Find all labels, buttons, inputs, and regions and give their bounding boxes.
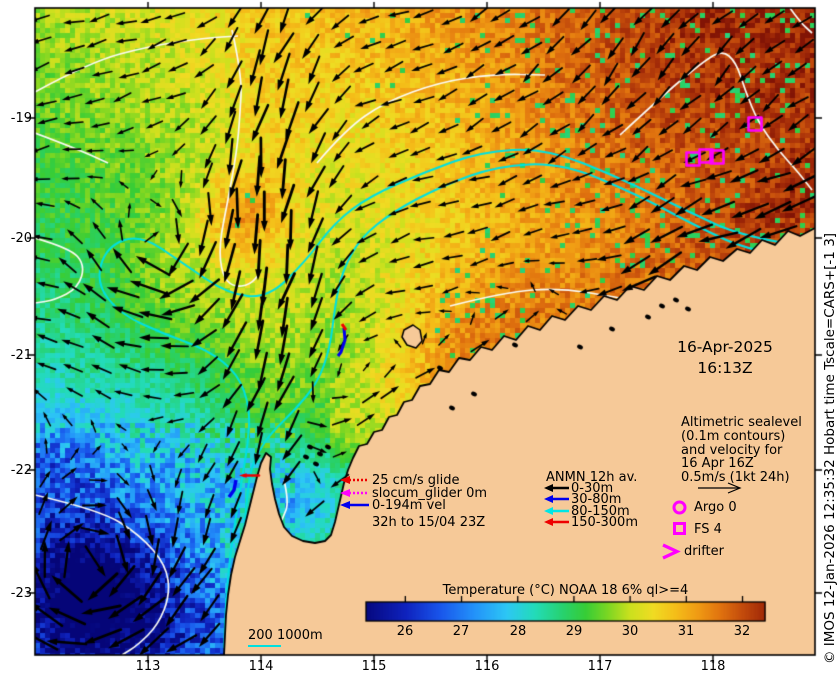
fs-mooring-icon (673, 522, 686, 535)
bathymetry-scale-line (248, 645, 281, 647)
y-axis-tick-label: -23 (10, 586, 32, 601)
glider-legend-footnote: 32h to 15/04 23Z (372, 515, 486, 530)
drifter-icon (662, 543, 681, 560)
velocity-scale-arrow-icon (698, 482, 742, 494)
x-axis-tick-label: 113 (135, 659, 161, 674)
anmn-legend-title: ANMN 12h av. (546, 470, 638, 485)
bathymetry-scale-label: 200 1000m (248, 628, 323, 643)
colorbar-tick-label: 31 (677, 624, 695, 639)
copyright-text: © IMOS 12-Jan-2026 12:35:32 Hobart time … (822, 232, 838, 664)
y-axis-tick-label: -20 (10, 231, 32, 246)
colorbar-tick-label: 27 (452, 624, 470, 639)
note-line: Altimetric sealevel (681, 415, 802, 430)
glide-arrow-icon (340, 476, 369, 484)
glide-legend-label: 25 cm/s glide (372, 473, 460, 488)
colorbar-tick-label: 30 (621, 624, 639, 639)
anmn-arrow-80-150m-icon (544, 507, 569, 515)
timestamp-block: 16-Apr-2025 16:13Z (655, 337, 795, 379)
y-axis-tick-label: -19 (10, 111, 32, 126)
slocum-arrow-icon (340, 489, 369, 497)
anmn-label-80-150m: 80-150m (571, 504, 630, 519)
colorbar-tick-label: 32 (733, 624, 751, 639)
anmn-arrow-30-80m-icon (544, 495, 569, 503)
x-axis-tick-label: 118 (700, 659, 726, 674)
vel-arrow-icon (340, 501, 369, 509)
note-line: 16 Apr 16Z (681, 456, 754, 472)
anmn-arrow-150-300m-icon (544, 518, 569, 526)
x-axis-tick-label: 115 (361, 659, 387, 674)
colorbar-tick-label: 29 (565, 624, 583, 639)
y-axis-tick-label: -22 (10, 463, 32, 478)
x-axis-tick-label: 114 (248, 659, 274, 674)
argo-legend-label: Argo 0 (694, 500, 737, 515)
colorbar-title: Temperature (°C) NOAA 18 6% ql>=4 (442, 583, 689, 598)
note-line: 0.5m/s (1kt 24h) (681, 470, 790, 486)
anmn-label-30-80m: 30-80m (571, 492, 622, 507)
note-line: (0.1m contours) (681, 428, 786, 444)
colorbar-tick-label: 26 (396, 624, 414, 639)
anmn-label-150-300m: 150-300m (571, 515, 638, 530)
colorbar-tick-label: 28 (509, 624, 527, 639)
vel-legend-label: 0-194m vel (372, 498, 446, 513)
fs-legend-label: FS 4 (694, 522, 722, 537)
altimetry-note: Altimetric sealevel (0.1m contours) and … (681, 416, 802, 485)
x-axis-tick-label: 116 (474, 659, 500, 674)
anmn-label-0-30m: 0-30m (571, 481, 614, 496)
slocum-legend-label: slocum_glider 0m (372, 486, 488, 501)
x-axis-tick-label: 117 (587, 659, 613, 674)
drifter-legend-label: drifter (684, 544, 724, 559)
date-label: 16-Apr-2025 (677, 338, 773, 356)
anmn-arrow-0-30m-icon (544, 484, 569, 492)
argo-float-icon (672, 500, 687, 515)
time-label: 16:13Z (697, 359, 753, 377)
y-axis-tick-label: -21 (10, 348, 32, 363)
note-line: and velocity for (681, 442, 783, 458)
